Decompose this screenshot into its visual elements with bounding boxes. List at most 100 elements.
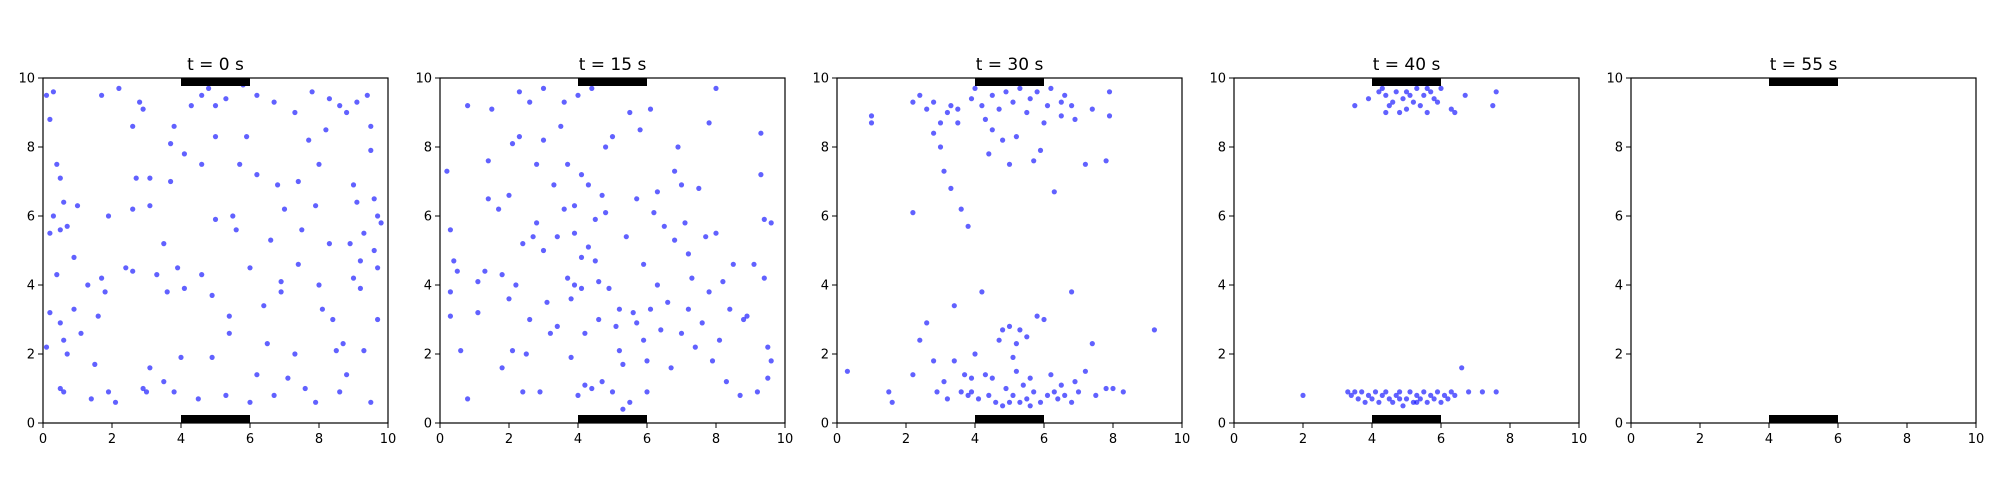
data-point [654, 189, 661, 195]
data-point [1072, 379, 1078, 385]
data-point [54, 161, 60, 167]
data-point [306, 137, 312, 143]
y-tick-label: 4 [821, 279, 829, 294]
x-tick-label: 4 [971, 432, 979, 447]
data-point [1006, 323, 1013, 329]
exit-top [975, 78, 1044, 86]
data-point [465, 396, 471, 402]
data-point [1397, 109, 1403, 116]
x-tick-label: 0 [39, 432, 47, 447]
data-point [706, 289, 712, 295]
data-point [616, 348, 623, 354]
data-point [1058, 382, 1064, 388]
data-point [1466, 389, 1472, 395]
data-point [868, 120, 875, 126]
y-tick-label: 2 [1218, 348, 1226, 363]
data-point [206, 85, 212, 91]
data-point [506, 192, 512, 198]
data-point [271, 392, 277, 398]
data-point [1431, 96, 1437, 102]
data-point [844, 368, 851, 374]
data-point [171, 123, 177, 129]
data-point [371, 196, 377, 202]
data-point [568, 296, 574, 302]
data-point [571, 230, 578, 236]
data-point [147, 175, 153, 181]
exit-top [181, 78, 250, 86]
data-point [50, 213, 57, 219]
data-point [558, 123, 564, 129]
data-point [744, 313, 750, 319]
data-point [1055, 396, 1061, 402]
data-point [958, 389, 964, 395]
data-point [1400, 96, 1406, 102]
data-point [1383, 92, 1389, 98]
data-point [43, 344, 50, 350]
data-point [606, 285, 612, 291]
data-point [1027, 96, 1033, 102]
data-point [292, 351, 298, 357]
data-point [761, 216, 767, 222]
data-point [105, 389, 112, 395]
data-point [230, 213, 236, 219]
data-point [99, 275, 105, 281]
data-point [931, 358, 937, 364]
data-point [71, 306, 77, 312]
subplot-title: t = 40 s [1373, 55, 1441, 75]
data-point [254, 92, 260, 98]
data-point [57, 175, 63, 181]
data-point [993, 399, 999, 405]
x-tick-label: 6 [246, 432, 254, 447]
data-point [285, 375, 291, 381]
data-point [1031, 158, 1037, 164]
data-point [1027, 375, 1033, 381]
data-point [344, 109, 350, 116]
data-point [1106, 89, 1113, 95]
data-point [1024, 334, 1030, 340]
data-point [309, 89, 315, 95]
data-point [561, 206, 567, 212]
exit-bottom [181, 415, 250, 423]
data-point [237, 161, 243, 167]
data-point [347, 241, 353, 247]
y-tick-label: 4 [1218, 279, 1226, 294]
data-point [292, 109, 298, 116]
data-point [226, 313, 232, 319]
data-point [178, 354, 184, 360]
data-point [1006, 161, 1013, 167]
data-point [996, 106, 1002, 112]
data-point [1062, 392, 1068, 398]
data-point [316, 161, 322, 167]
y-tick-label: 4 [1615, 279, 1623, 294]
data-point [627, 399, 633, 405]
y-tick-label: 10 [415, 72, 432, 87]
data-point [1048, 372, 1054, 378]
axes-frame [1233, 77, 1580, 424]
data-point [1106, 113, 1113, 119]
data-point [554, 234, 560, 240]
data-point [534, 161, 540, 167]
data-point [968, 375, 975, 381]
data-point [530, 234, 536, 240]
data-point [1010, 99, 1016, 105]
data-point [223, 392, 229, 398]
x-tick-label: 4 [574, 432, 582, 447]
data-point [223, 96, 229, 102]
data-point [161, 241, 167, 247]
y-tick-label: 10 [1606, 72, 1623, 87]
data-point [1075, 389, 1082, 395]
data-point [623, 234, 629, 240]
data-point [751, 261, 757, 267]
data-point [1089, 341, 1095, 347]
x-tick-label: 4 [1765, 432, 1773, 447]
data-point [1379, 85, 1385, 91]
data-point [1424, 85, 1430, 91]
data-point [737, 392, 743, 398]
data-point [1390, 99, 1396, 105]
data-point [1434, 99, 1441, 105]
subplot-0: t = 0 s 0 2 4 6 8 10 0 2 4 6 8 10 [18, 55, 396, 447]
data-point [565, 275, 571, 281]
data-point [941, 379, 947, 385]
data-point [489, 106, 495, 112]
data-point [544, 299, 550, 305]
